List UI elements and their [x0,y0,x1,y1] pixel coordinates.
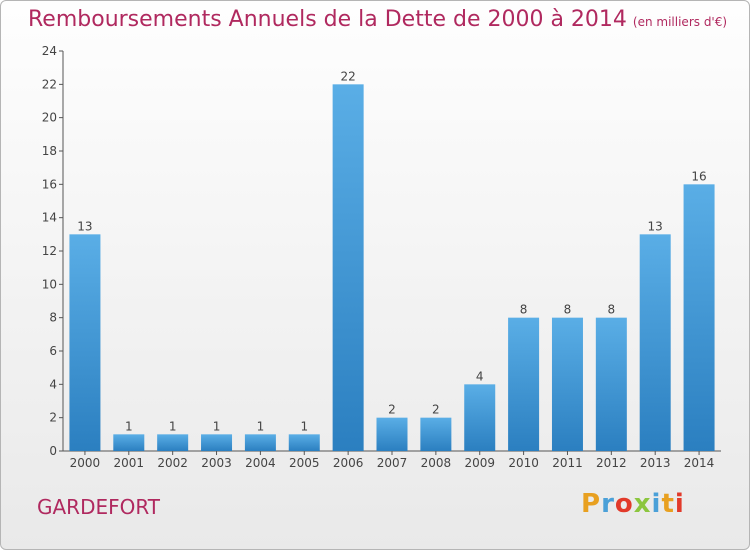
bar [420,417,452,451]
bar [639,234,671,451]
x-tick-label: 2007 [377,456,408,470]
chart-title: Remboursements Annuels de la Dette de 20… [28,7,727,32]
x-tick-label: 2011 [552,456,583,470]
y-tick-label: 24 [42,44,57,58]
data-label: 13 [648,219,663,233]
chart-subtitle: (en milliers d'€) [632,15,728,29]
y-tick-label: 2 [49,411,57,425]
logo-letter: t [661,489,675,519]
x-tick-label: 2013 [640,456,671,470]
y-tick-label: 20 [42,111,57,125]
data-label: 1 [125,419,133,433]
bar [595,317,627,451]
bar [201,434,233,451]
commune-name: GARDEFORT [37,495,161,519]
data-label: 8 [520,303,528,317]
bar [464,384,496,451]
logo-letter: i [674,489,685,519]
logo-letter: x [633,489,652,519]
y-tick-label: 4 [49,377,57,391]
data-label: 1 [300,419,308,433]
x-tick-label: 2005 [289,456,320,470]
x-tick-label: 2000 [70,456,101,470]
y-tick-label: 18 [42,144,57,158]
x-tick-label: 2008 [421,456,452,470]
x-tick-label: 2010 [508,456,539,470]
y-tick-label: 14 [42,211,57,225]
bar [551,317,583,451]
bar [69,234,101,451]
x-tick-label: 2004 [245,456,276,470]
bar [244,434,276,451]
x-tick-label: 2014 [684,456,715,470]
logo-letter: o [614,489,634,519]
data-label: 1 [213,419,221,433]
data-label: 2 [388,403,396,417]
logo-letter: P [581,489,602,519]
proxiti-logo: Proxiti [581,489,685,519]
data-label: 1 [169,419,177,433]
data-label: 8 [564,303,572,317]
bar [376,417,408,451]
x-tick-label: 2012 [596,456,627,470]
x-tick-label: 2006 [333,456,364,470]
bar [332,84,364,451]
data-label: 16 [691,169,706,183]
x-tick-label: 2003 [201,456,232,470]
logo-letter: i [651,489,662,519]
y-tick-label: 6 [49,344,57,358]
y-tick-label: 8 [49,311,57,325]
y-tick-label: 22 [42,77,57,91]
bar [113,434,145,451]
x-tick-label: 2009 [464,456,495,470]
bar [508,317,540,451]
bar [683,184,715,452]
y-tick-label: 16 [42,177,57,191]
chart-title-text: Remboursements Annuels de la Dette de 20… [28,7,627,32]
data-label: 1 [257,419,265,433]
data-label: 8 [608,303,616,317]
y-tick-label: 10 [42,277,57,291]
data-label: 22 [340,69,355,83]
bar [288,434,320,451]
y-tick-label: 12 [42,244,57,258]
data-label: 4 [476,369,484,383]
data-label: 13 [77,219,92,233]
data-label: 2 [432,403,440,417]
bar [157,434,189,451]
logo-letter: r [601,489,615,519]
x-tick-label: 2002 [157,456,188,470]
y-tick-label: 0 [49,444,57,458]
x-tick-label: 2001 [114,456,145,470]
